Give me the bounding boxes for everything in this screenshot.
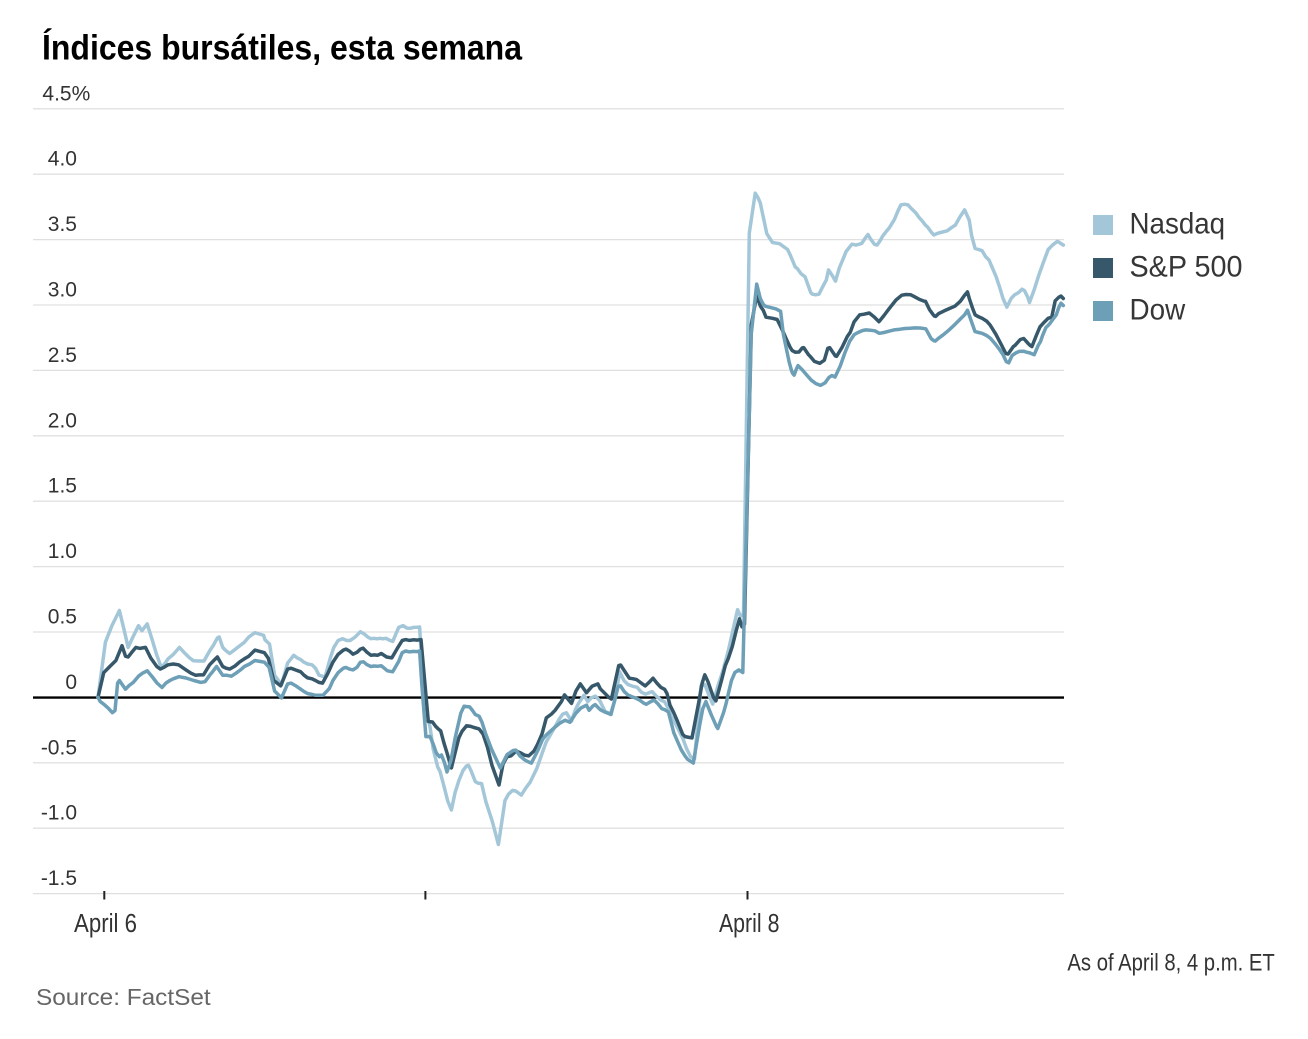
svg-text:0.5: 0.5: [48, 606, 77, 629]
svg-text:-0.5: -0.5: [41, 736, 77, 759]
svg-text:4.0: 4.0: [48, 148, 77, 171]
svg-text:Dow: Dow: [1130, 294, 1186, 327]
svg-text:1.0: 1.0: [48, 540, 77, 563]
svg-text:As of April 8, 4 p.m. ET: As of April 8, 4 p.m. ET: [1067, 950, 1275, 977]
svg-text:Índices bursátiles, esta seman: Índices bursátiles, esta semana: [42, 28, 522, 68]
svg-text:-1.5: -1.5: [41, 867, 77, 890]
svg-text:Source: FactSet: Source: FactSet: [36, 984, 211, 1010]
svg-text:3.0: 3.0: [48, 279, 77, 302]
svg-text:2.5: 2.5: [48, 344, 77, 367]
svg-text:3.5: 3.5: [48, 213, 77, 236]
svg-text:4.5%: 4.5%: [42, 82, 90, 105]
svg-text:April 8: April 8: [719, 910, 780, 938]
svg-text:April 6: April 6: [74, 910, 137, 938]
svg-text:1.5: 1.5: [48, 475, 77, 498]
svg-text:S&P 500: S&P 500: [1130, 251, 1243, 284]
svg-text:-1.0: -1.0: [41, 802, 77, 825]
svg-text:Nasdaq: Nasdaq: [1130, 208, 1226, 241]
svg-text:0: 0: [65, 671, 77, 694]
svg-text:2.0: 2.0: [48, 409, 77, 432]
